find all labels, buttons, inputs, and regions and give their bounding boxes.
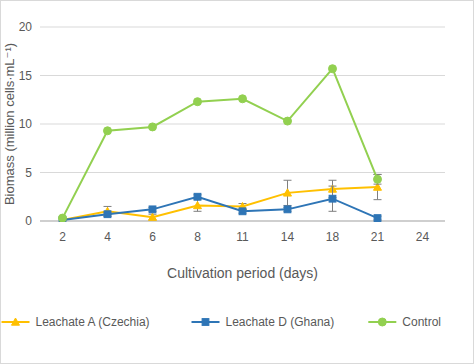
data-point [104, 127, 112, 135]
series-line [63, 69, 378, 218]
x-tick-label: 24 [416, 230, 430, 244]
legend-marker [12, 318, 20, 325]
x-axis [40, 221, 445, 222]
data-point [239, 95, 247, 103]
data-point [149, 206, 156, 213]
plot-area [59, 65, 382, 222]
legend-label: Leachate A (Czechia) [36, 315, 150, 329]
x-tick-label: 4 [104, 230, 111, 244]
data-point [239, 208, 246, 215]
x-tick-label: 21 [371, 230, 385, 244]
x-tick-label: 8 [194, 230, 201, 244]
y-axis-title: Biomass (million cells·mL⁻¹) [2, 43, 17, 205]
legend-label: Control [402, 315, 441, 329]
y-tick-label: 20 [19, 20, 33, 34]
data-point [194, 98, 202, 106]
data-point [329, 195, 336, 202]
data-point [149, 123, 157, 131]
data-point [374, 183, 382, 190]
data-point [104, 211, 111, 218]
grid-line [40, 75, 445, 76]
y-tick-label: 15 [19, 69, 33, 83]
x-tick-label: 18 [326, 230, 340, 244]
x-tick-label: 14 [281, 230, 295, 244]
data-point [59, 214, 67, 222]
data-point [284, 206, 291, 213]
grid-line [40, 172, 445, 173]
error-bar [374, 174, 382, 184]
y-tick-label: 10 [19, 117, 33, 131]
chart-border [1, 1, 474, 364]
y-tick-label: 0 [25, 214, 32, 228]
legend: Leachate A (Czechia) Leachate D (Ghana) Co… [2, 315, 441, 329]
legend-marker [202, 319, 209, 326]
data-point [194, 201, 202, 208]
legend-marker [378, 318, 386, 326]
data-point [374, 215, 381, 222]
data-point [284, 117, 292, 125]
error-bar [329, 186, 337, 211]
y-tick-label: 5 [25, 166, 32, 180]
grid-line [40, 27, 445, 28]
data-point [194, 193, 201, 200]
data-point [374, 175, 382, 183]
x-tick-label: 6 [149, 230, 156, 244]
chart: 0510152024681114182124Cultivation period… [0, 0, 474, 364]
legend-label: Leachate D (Ghana) [226, 315, 335, 329]
data-point [284, 189, 292, 196]
x-axis-title: Cultivation period (days) [167, 265, 318, 281]
grid-line [40, 124, 445, 125]
data-point [149, 213, 157, 220]
x-tick-label: 11 [236, 230, 249, 244]
x-tick-label: 2 [59, 230, 66, 244]
grid-line [40, 221, 445, 222]
data-point [329, 65, 337, 73]
